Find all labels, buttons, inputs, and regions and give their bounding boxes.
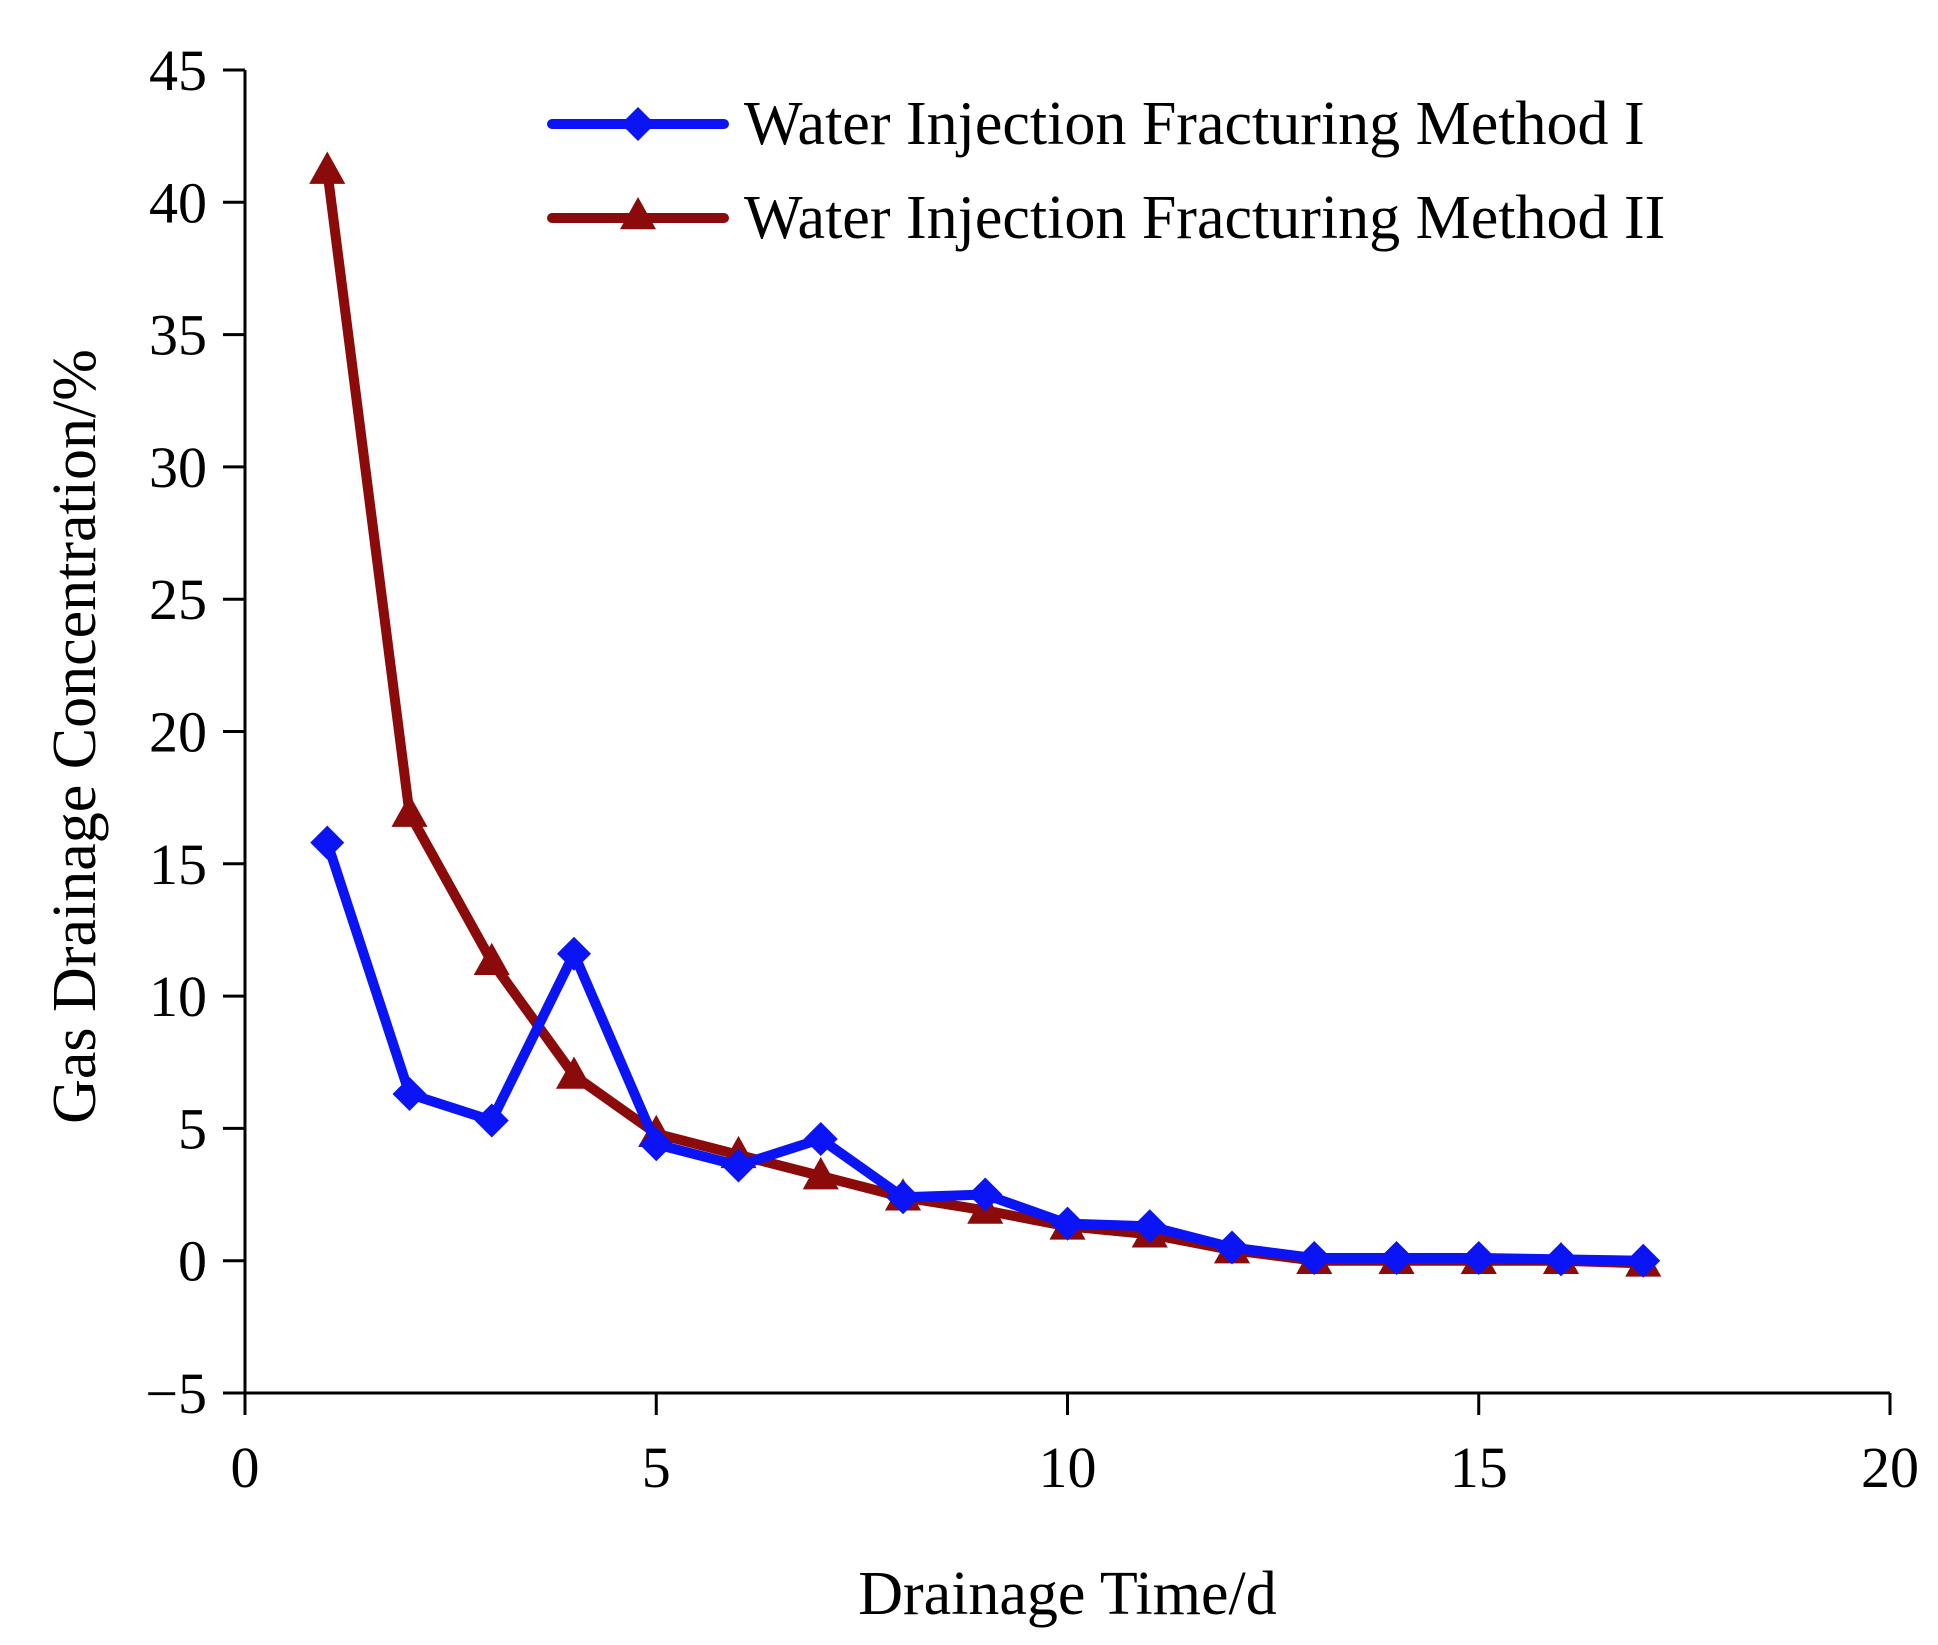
data-point — [1215, 1230, 1249, 1265]
data-point — [309, 151, 346, 184]
data-point — [474, 1103, 509, 1138]
data-point — [721, 1148, 756, 1183]
y-tick-label: 45 — [149, 38, 207, 103]
data-point — [1050, 1206, 1085, 1241]
data-point — [473, 942, 510, 976]
x-tick-label: 5 — [642, 1435, 671, 1500]
y-tick-label: 10 — [149, 964, 207, 1029]
y-tick-label: 30 — [149, 435, 207, 500]
legend-item-method-i: Water Injection Fracturing Method I — [547, 90, 1645, 158]
data-point — [1132, 1209, 1167, 1244]
y-ticks: −5 0 5 10 15 20 25 30 35 40 45 — [145, 38, 245, 1426]
y-tick-label: 40 — [149, 170, 207, 235]
legend-label-method-i: Water Injection Fracturing Method I — [744, 90, 1645, 158]
x-tick-label: 10 — [1039, 1435, 1097, 1500]
y-tick-label: 20 — [149, 700, 207, 765]
legend-marker-diamond-icon — [621, 107, 655, 141]
y-tick-label: −5 — [145, 1361, 207, 1426]
data-point — [803, 1121, 838, 1156]
data-point — [310, 825, 345, 860]
y-tick-label: 35 — [149, 303, 207, 368]
x-tick-label: 0 — [231, 1435, 260, 1500]
y-tick-label: 25 — [149, 567, 207, 632]
y-tick-label: 15 — [149, 832, 207, 897]
data-point — [1626, 1243, 1661, 1278]
x-ticks: 0 5 10 15 20 — [231, 1393, 1919, 1500]
data-point — [555, 1056, 593, 1089]
data-point — [802, 1157, 839, 1190]
series-method-ii — [309, 151, 1662, 1277]
x-axis-title: Drainage Time/d — [858, 1560, 1276, 1628]
axes — [243, 70, 1890, 1395]
legend: Water Injection Fracturing Method I Wate… — [547, 90, 1665, 252]
data-point — [1461, 1241, 1496, 1276]
data-point — [1297, 1241, 1332, 1276]
series-layer — [309, 151, 1662, 1278]
y-tick-label: 5 — [178, 1096, 207, 1161]
data-point — [1379, 1241, 1414, 1276]
data-point — [639, 1127, 674, 1162]
data-point — [391, 794, 428, 827]
data-point — [557, 936, 591, 971]
data-point — [392, 1077, 427, 1112]
legend-item-method-ii: Water Injection Fracturing Method II — [547, 184, 1665, 252]
data-point — [968, 1177, 1003, 1212]
data-point — [1544, 1242, 1578, 1277]
x-tick-label: 15 — [1450, 1435, 1508, 1500]
y-axis-title: Gas Drainage Concentration/% — [41, 349, 109, 1124]
legend-label-method-ii: Water Injection Fracturing Method II — [744, 184, 1665, 252]
series-method-i — [310, 825, 1661, 1278]
x-tick-label: 20 — [1861, 1435, 1919, 1500]
legend-marker-triangle-icon — [619, 197, 657, 230]
data-point — [886, 1180, 920, 1215]
series-line — [322, 165, 1649, 1269]
y-tick-label: 0 — [178, 1229, 207, 1294]
